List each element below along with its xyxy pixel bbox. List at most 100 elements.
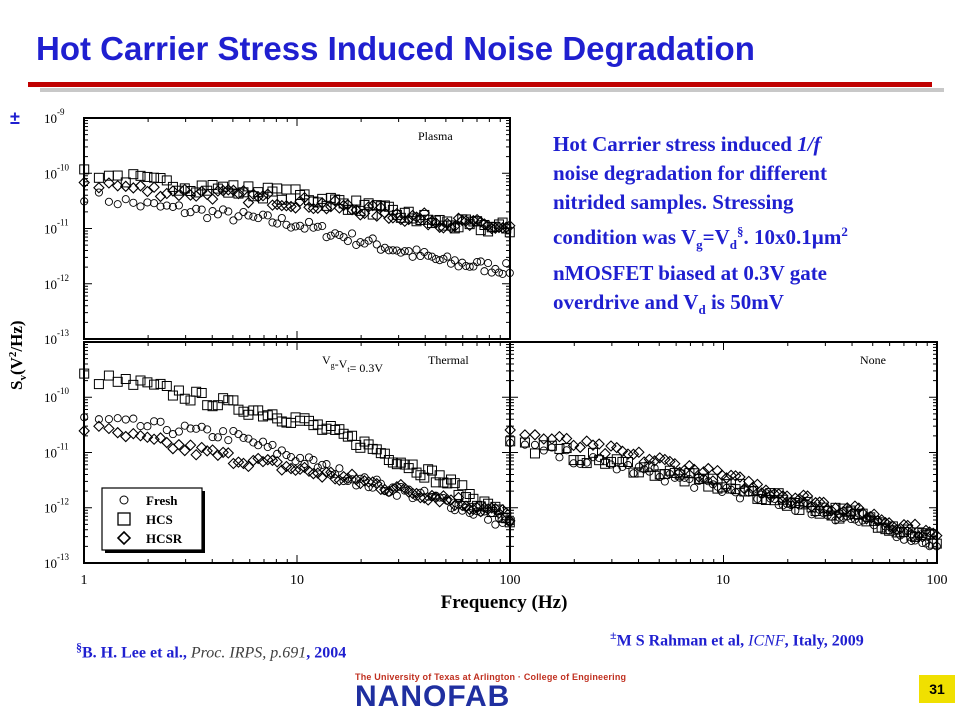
point-hcs — [179, 393, 190, 404]
point-hcsr — [809, 496, 822, 509]
point-hcsr — [923, 526, 936, 538]
point-hcsr — [111, 426, 124, 439]
point-fresh — [80, 197, 89, 206]
point-hcsr — [358, 475, 371, 487]
point-hcsr — [659, 453, 671, 466]
point-fresh — [331, 229, 340, 238]
point-fresh — [104, 415, 113, 424]
point-hcs — [79, 368, 90, 379]
point-hcs — [814, 508, 825, 519]
point-hcsr — [329, 194, 341, 207]
annotation-vg-vt: Vg-Vt= 0.3V — [322, 353, 383, 375]
point-hcsr — [837, 505, 850, 518]
point-hcsr — [610, 441, 623, 454]
point-hcs — [587, 447, 598, 458]
point-hcsr — [148, 181, 160, 193]
slide-title: Hot Carrier Stress Induced Noise Degrada… — [36, 30, 755, 67]
point-fresh — [465, 508, 474, 518]
panel-label-thermal: Thermal — [428, 353, 469, 367]
point-fresh — [435, 256, 444, 265]
point-hcsr — [222, 184, 235, 196]
point-hcs — [212, 183, 223, 194]
point-hcsr — [433, 221, 446, 234]
point-fresh — [335, 464, 344, 473]
logo-nanofab-text: NANOFAB — [355, 680, 511, 713]
y-tick-label-lower: 10-12 — [44, 497, 69, 516]
point-hcs — [906, 530, 917, 541]
point-hcs — [411, 467, 422, 478]
point-hcsr — [467, 503, 480, 516]
point-hcsr — [402, 486, 415, 498]
point-hcsr — [410, 211, 423, 223]
point-hcs — [202, 185, 213, 196]
point-fresh — [174, 201, 183, 210]
point-hcsr — [375, 483, 387, 496]
point-hcsr — [161, 187, 173, 200]
point-fresh — [121, 415, 130, 424]
point-hcsr — [452, 491, 465, 504]
point-hcsr — [387, 483, 399, 496]
point-hcsr — [707, 475, 719, 487]
point-hcs — [161, 175, 172, 186]
point-fresh — [268, 218, 277, 227]
point-hcs — [395, 457, 406, 468]
point-fresh — [623, 460, 633, 470]
point-hcsr — [232, 456, 245, 468]
point-fresh — [129, 198, 138, 207]
point-fresh — [502, 259, 511, 268]
point-fresh — [318, 460, 327, 469]
point-hcs — [218, 393, 229, 404]
point-hcsr — [276, 464, 288, 476]
point-hcs — [128, 169, 139, 180]
point-hcs — [196, 180, 207, 191]
point-hcsr — [387, 212, 399, 224]
point-hcsr — [406, 487, 419, 500]
point-hcsr — [362, 476, 375, 488]
point-hcsr — [141, 185, 154, 198]
point-fresh — [634, 462, 643, 471]
point-fresh — [203, 425, 212, 434]
point-fresh — [174, 427, 183, 436]
point-hcsr — [529, 429, 541, 441]
point-hcsr — [616, 445, 629, 458]
point-fresh — [313, 463, 322, 472]
point-hcsr — [247, 454, 260, 467]
point-hcsr — [134, 180, 147, 192]
point-fresh — [136, 422, 145, 431]
point-hcsr — [242, 196, 255, 209]
point-hcs — [622, 457, 633, 468]
point-hcsr — [346, 204, 358, 216]
point-hcsr — [271, 198, 283, 211]
point-fresh — [655, 472, 664, 482]
point-hcsr — [366, 476, 379, 488]
point-fresh — [104, 197, 113, 206]
point-hcsr — [504, 424, 516, 436]
point-hcsr — [93, 181, 105, 194]
point-fresh — [335, 230, 344, 240]
point-hcsr — [638, 456, 650, 468]
point-hcsr — [161, 436, 173, 449]
point-hcsr — [627, 448, 640, 460]
point-fresh — [555, 453, 564, 462]
point-hcs — [931, 538, 942, 549]
point-hcs — [611, 454, 622, 465]
point-hcs — [233, 404, 244, 415]
point-hcs — [554, 443, 565, 454]
y-tick-label-upper: 10-9 — [44, 107, 65, 126]
point-hcs — [173, 185, 184, 196]
point-hcsr — [825, 504, 838, 517]
point-hcsr — [729, 470, 742, 482]
point-hcsr — [354, 209, 367, 221]
point-hcs — [207, 180, 218, 191]
point-hcs — [173, 385, 184, 396]
point-fresh — [435, 493, 444, 502]
point-hcs — [529, 448, 540, 459]
panel-label-plasma: Plasma — [418, 129, 453, 143]
point-hcs — [103, 170, 114, 181]
desc-line-3: nitrided samples. Stressing — [553, 190, 794, 214]
point-hcsr — [222, 447, 235, 459]
point-hcsr — [879, 516, 892, 529]
point-fresh — [208, 433, 217, 442]
point-hcsr — [366, 199, 379, 212]
